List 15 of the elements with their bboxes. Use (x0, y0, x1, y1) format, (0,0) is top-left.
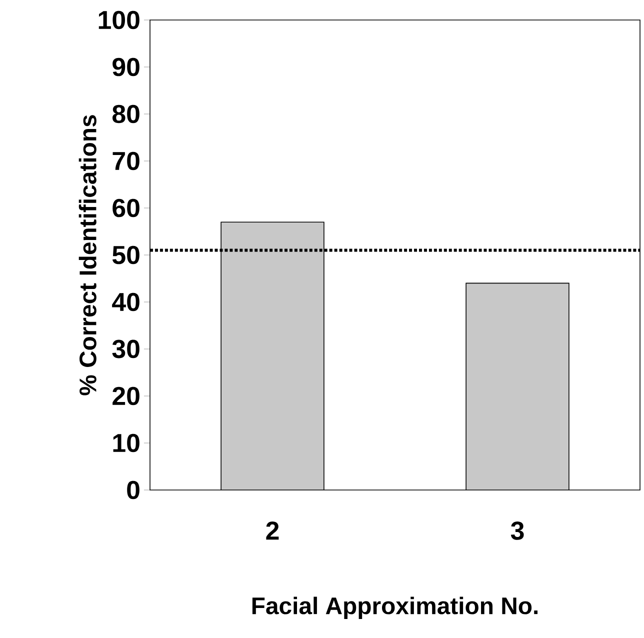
y-tick-label: 40 (112, 292, 140, 312)
y-tick-label: 60 (112, 198, 140, 218)
y-tick-label: 50 (112, 246, 140, 264)
x-axis-title: Facial Approximation No. (252, 596, 538, 620)
y-tick-label: 90 (112, 58, 140, 76)
y-tick-label: 80 (112, 104, 140, 124)
y-tick-label: 30 (112, 340, 140, 358)
y-tick-label: 10 (113, 434, 140, 452)
x-tick-label: 3 (510, 522, 524, 540)
x-tick-label: 2 (266, 522, 279, 540)
y-tick-label: 0 (127, 480, 140, 500)
y-tick-label: 70 (112, 152, 140, 170)
y-tick-label: 100 (98, 10, 140, 30)
y-tick-label: 20 (112, 386, 140, 406)
y-axis-title: % Correct Identifications (78, 115, 96, 396)
